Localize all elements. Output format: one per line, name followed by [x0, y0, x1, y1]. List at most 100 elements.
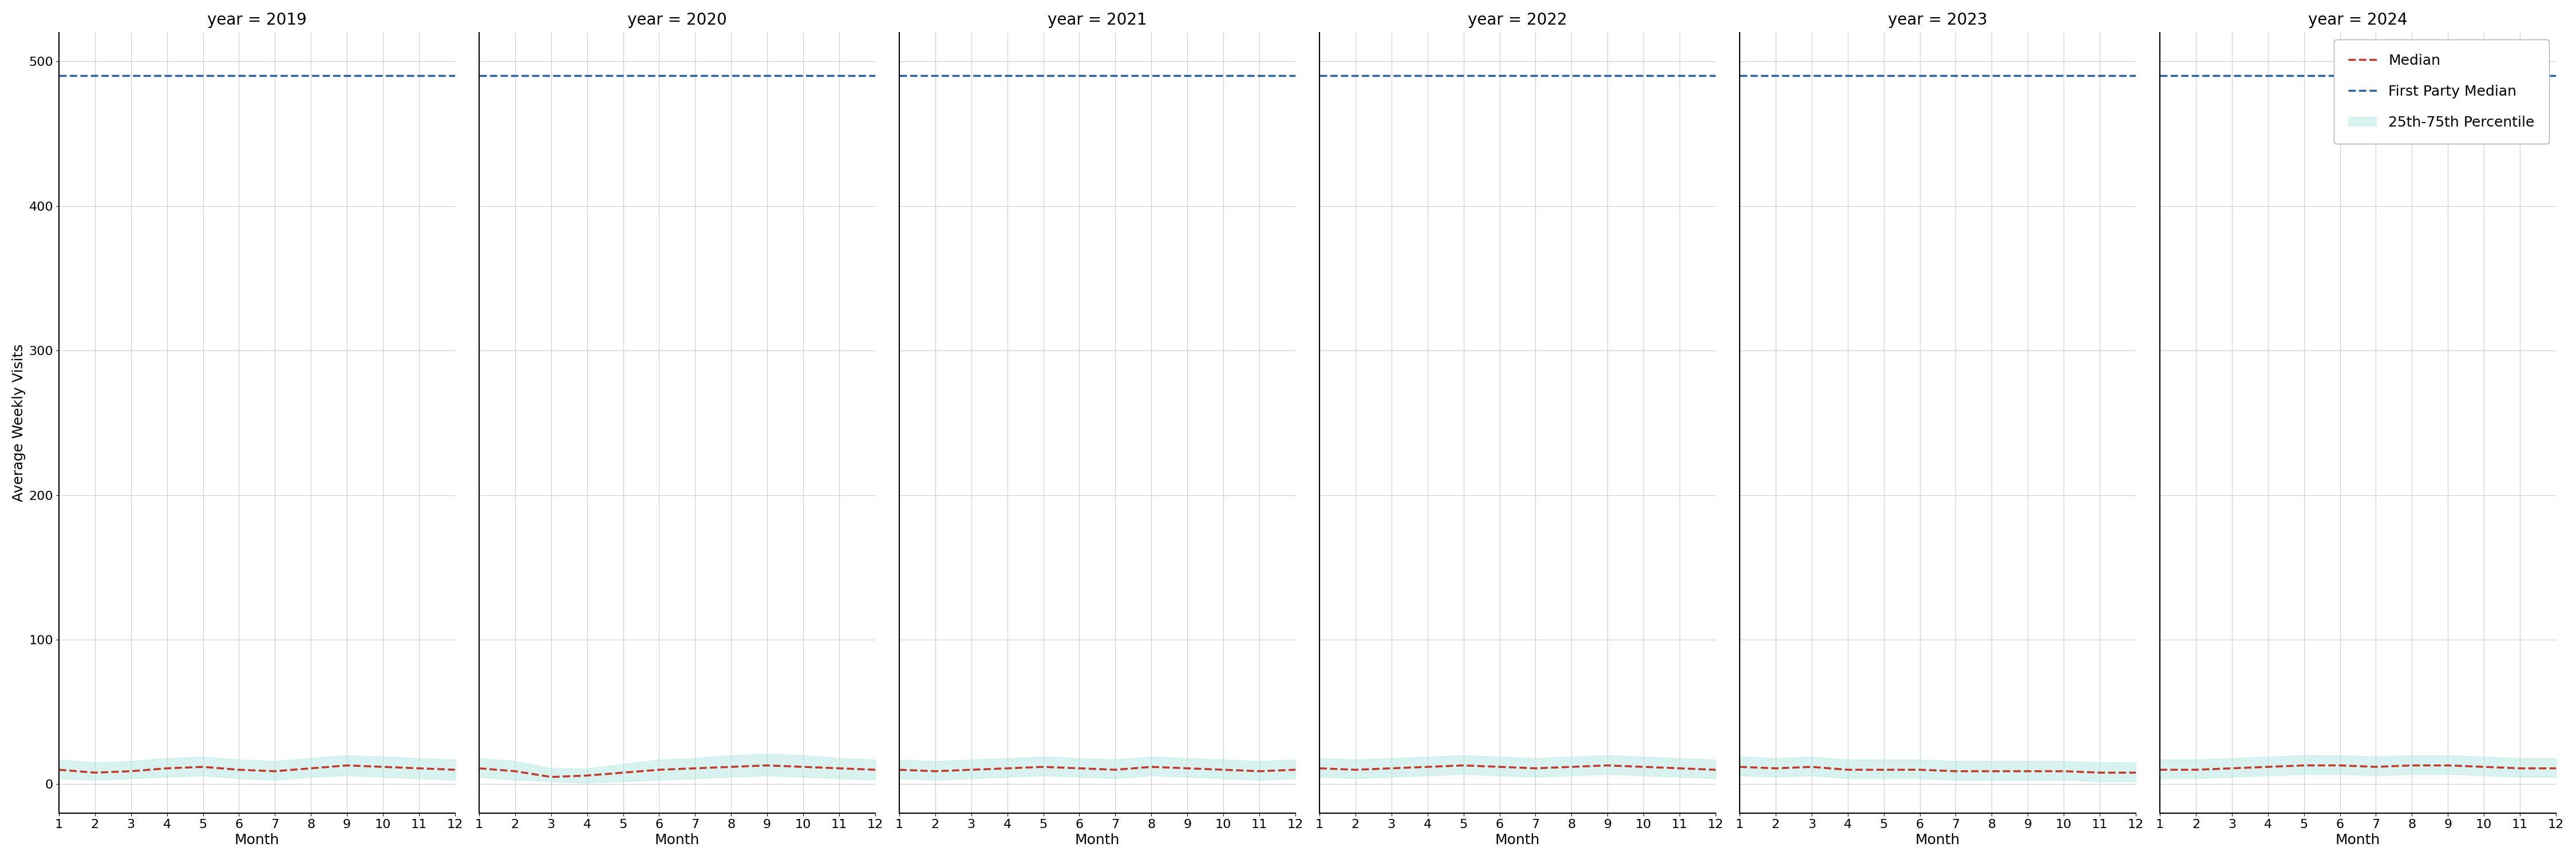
Median: [2504, 763, 2535, 773]
First Party Median: [44, 70, 75, 81]
First Party Median: [8, 70, 39, 81]
Median: [1376, 763, 1406, 773]
Legend: Median, First Party Median, 25th-75th Percentile: Median, First Party Median, 25th-75th Pe…: [2334, 40, 2548, 143]
X-axis label: Month: Month: [2336, 833, 2380, 847]
Median: [572, 771, 603, 781]
Median: [368, 762, 399, 772]
Median: [1556, 762, 1587, 772]
Median: [860, 765, 891, 775]
Median: [500, 766, 531, 777]
Median: [2251, 762, 2282, 772]
Median: [1244, 766, 1275, 777]
Median: [884, 765, 914, 775]
First Party Median: [2107, 70, 2138, 81]
Median: [2143, 765, 2174, 775]
Median: [1940, 766, 1971, 777]
Title: year = 2022: year = 2022: [1468, 12, 1566, 28]
Median: [956, 765, 987, 775]
First Party Median: [464, 70, 495, 81]
Median: [1172, 763, 1203, 773]
Median: [2432, 760, 2463, 771]
First Party Median: [2143, 70, 2174, 81]
Median: [992, 763, 1023, 773]
Median: [2540, 763, 2571, 773]
Median: [1723, 762, 1754, 772]
Median: [1700, 765, 1731, 775]
X-axis label: Month: Month: [234, 833, 278, 847]
First Party Median: [1267, 70, 1298, 81]
Median: [2012, 766, 2043, 777]
Median: [2396, 760, 2427, 771]
Line: Median: Median: [2159, 765, 2555, 770]
Median: [152, 763, 183, 773]
Line: Median: Median: [59, 765, 456, 772]
First Party Median: [848, 70, 878, 81]
Median: [2360, 762, 2391, 772]
Median: [1064, 763, 1095, 773]
Median: [1904, 765, 1935, 775]
Title: year = 2020: year = 2020: [629, 12, 726, 28]
Median: [2468, 762, 2499, 772]
Median: [2179, 765, 2210, 775]
Title: year = 2024: year = 2024: [2308, 12, 2409, 28]
First Party Median: [1723, 70, 1754, 81]
Median: [1976, 766, 2007, 777]
Median: [1628, 762, 1659, 772]
Median: [1832, 765, 1862, 775]
First Party Median: [428, 70, 459, 81]
X-axis label: Month: Month: [654, 833, 701, 847]
Line: Median: Median: [1739, 767, 2136, 772]
Median: [1303, 763, 1334, 773]
Title: year = 2023: year = 2023: [1888, 12, 1989, 28]
First Party Median: [1687, 70, 1718, 81]
X-axis label: Month: Month: [1917, 833, 1960, 847]
First Party Median: [884, 70, 914, 81]
Median: [1028, 762, 1059, 772]
X-axis label: Month: Month: [1494, 833, 1540, 847]
Median: [2215, 763, 2246, 773]
Median: [1136, 762, 1167, 772]
Median: [1100, 765, 1131, 775]
Median: [2120, 767, 2151, 777]
Median: [2084, 767, 2115, 777]
Median: [1280, 765, 1311, 775]
Median: [1484, 762, 1515, 772]
Median: [404, 763, 435, 773]
Median: [1868, 765, 1899, 775]
Median: [224, 765, 255, 775]
Median: [824, 763, 855, 773]
Median: [1664, 763, 1695, 773]
Line: Median: Median: [479, 765, 876, 777]
Median: [644, 765, 675, 775]
First Party Median: [1303, 70, 1334, 81]
Median: [608, 767, 639, 777]
Median: [44, 765, 75, 775]
Median: [1759, 763, 1790, 773]
Median: [1448, 760, 1479, 771]
Median: [80, 767, 111, 777]
Median: [332, 760, 363, 771]
Median: [464, 763, 495, 773]
Median: [752, 760, 783, 771]
Median: [788, 762, 819, 772]
Median: [296, 763, 327, 773]
Median: [536, 772, 567, 783]
Median: [716, 762, 747, 772]
Median: [116, 766, 147, 777]
Line: Median: Median: [899, 767, 1296, 771]
Median: [920, 766, 951, 777]
Median: [188, 762, 219, 772]
Title: year = 2021: year = 2021: [1048, 12, 1146, 28]
Median: [260, 766, 291, 777]
Y-axis label: Average Weekly Visits: Average Weekly Visits: [13, 344, 26, 502]
Line: Median: Median: [1319, 765, 1716, 770]
Median: [1520, 763, 1551, 773]
Median: [1340, 765, 1370, 775]
Median: [2287, 760, 2318, 771]
X-axis label: Month: Month: [1074, 833, 1121, 847]
Median: [2324, 760, 2354, 771]
Median: [1208, 765, 1239, 775]
Median: [1795, 762, 1826, 772]
Median: [1412, 762, 1443, 772]
Median: [2048, 766, 2079, 777]
